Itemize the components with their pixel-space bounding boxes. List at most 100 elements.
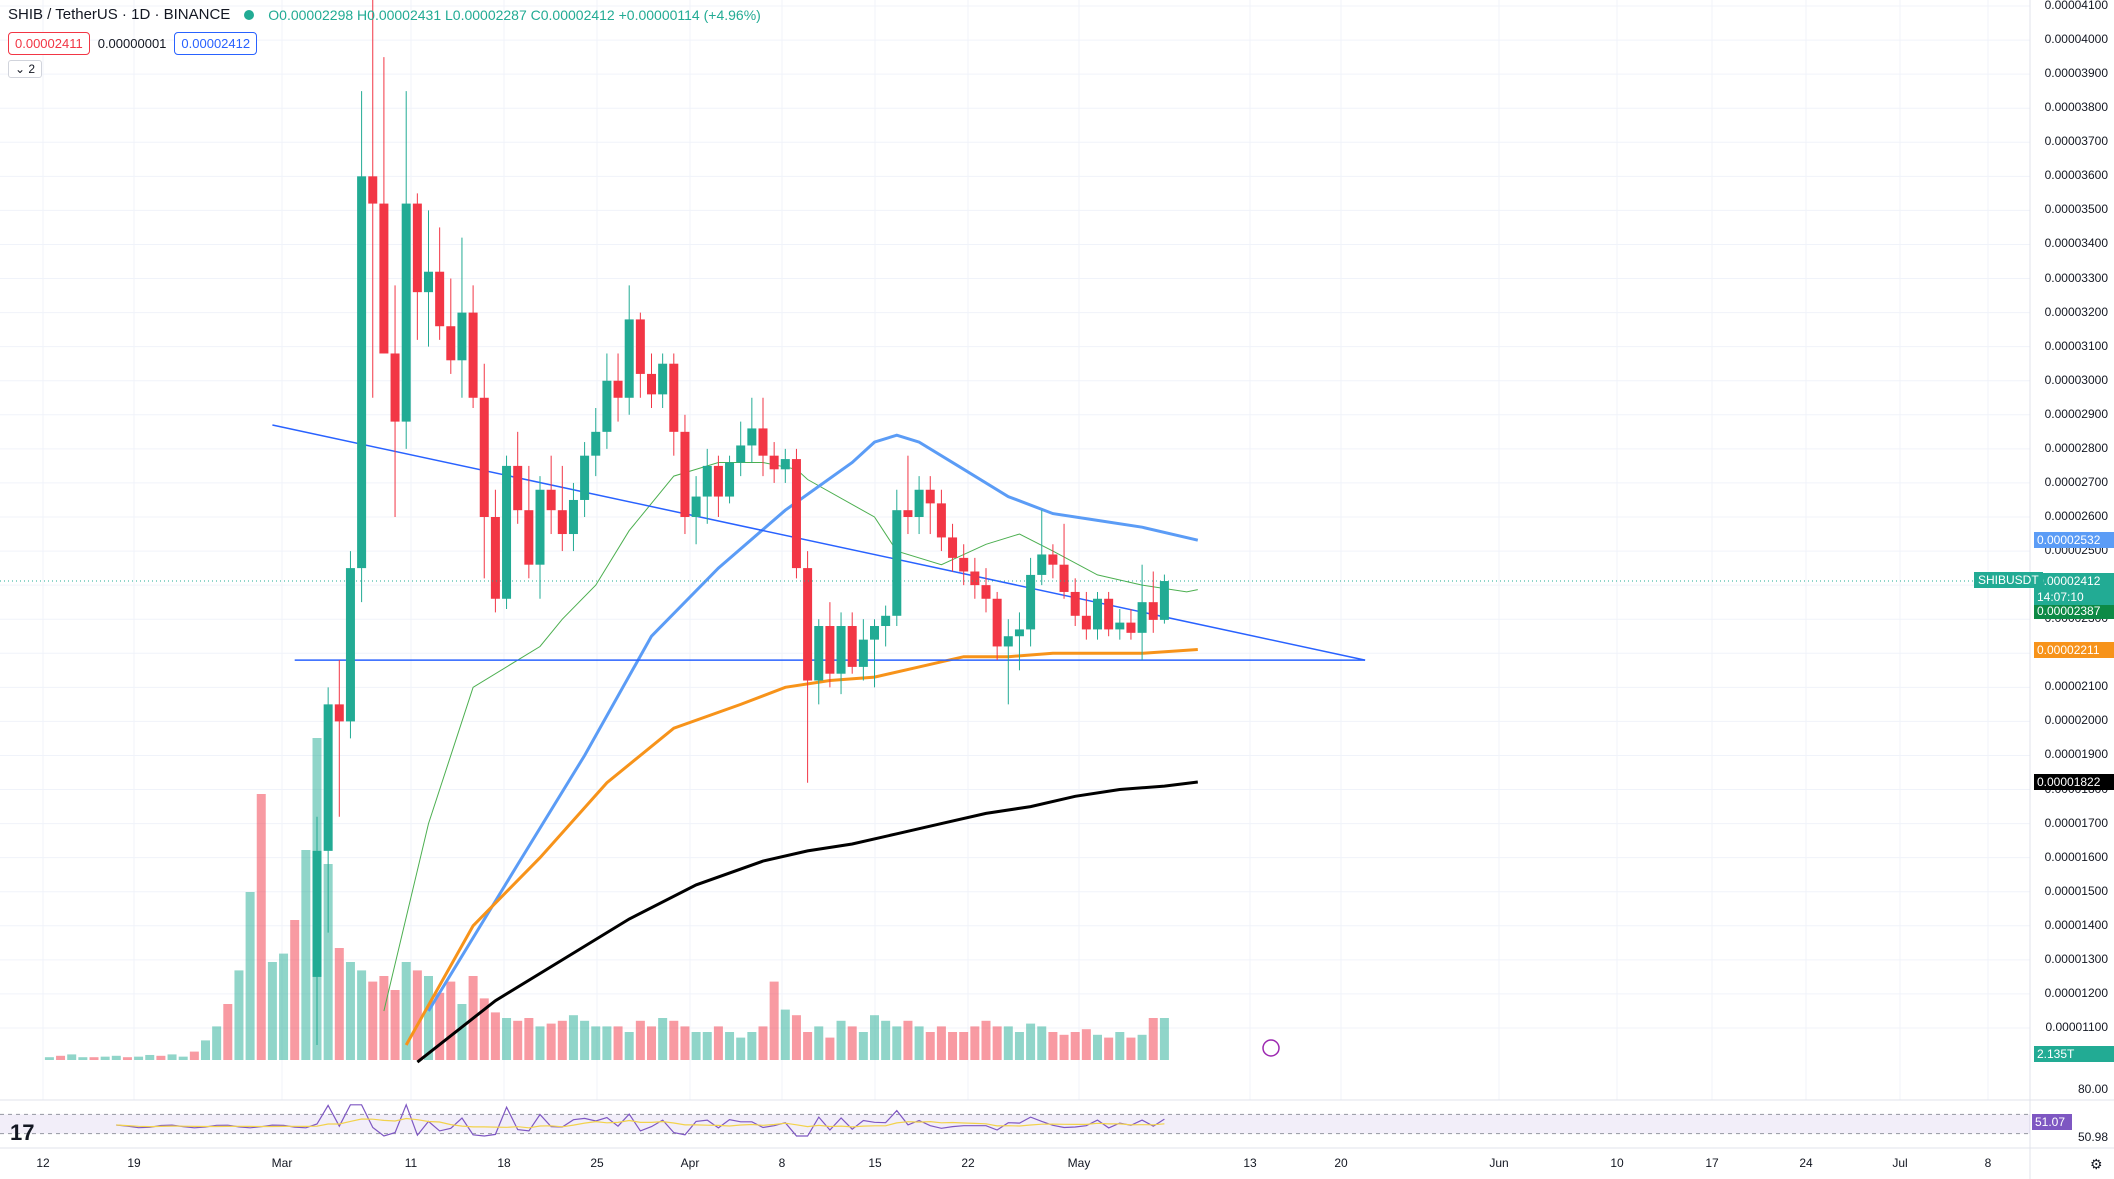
- volume-bar: [513, 1020, 523, 1060]
- volume-bar: [379, 976, 389, 1060]
- volume-bar: [524, 1018, 534, 1060]
- candle: [669, 363, 679, 432]
- candle: [903, 510, 913, 517]
- candle: [390, 353, 400, 422]
- volume-bar: [212, 1026, 222, 1060]
- volume-bar: [390, 990, 400, 1060]
- price-tick-label: 0.00002700: [2044, 474, 2108, 489]
- price-tick-label: 0.00004000: [2044, 32, 2108, 47]
- candle: [424, 271, 433, 293]
- settings-icon[interactable]: ⚙: [2090, 1156, 2103, 1172]
- candle: [334, 704, 344, 722]
- volume-bar: [847, 1026, 857, 1060]
- volume-bar: [502, 1018, 512, 1060]
- candle: [312, 850, 322, 977]
- volume-bar: [1126, 1037, 1136, 1060]
- volume-bar: [814, 1026, 824, 1060]
- candle: [457, 312, 467, 361]
- price-tick-label: 0.00002900: [2044, 406, 2108, 421]
- candle: [936, 503, 946, 538]
- candle: [747, 428, 757, 446]
- price-tick-label: 0.00001500: [2044, 883, 2108, 898]
- volume-bar: [791, 1015, 801, 1060]
- sell-button[interactable]: 0.00002411: [8, 32, 90, 55]
- price-tick-label: 0.00002100: [2044, 679, 2108, 694]
- candle: [858, 639, 868, 667]
- candle: [1059, 564, 1069, 592]
- tradingview-logo-icon: 17: [10, 1120, 34, 1145]
- time-tick-label: 11: [404, 1156, 418, 1170]
- volume-bar: [903, 1020, 913, 1060]
- volume-bar: [1059, 1034, 1069, 1060]
- candle: [736, 445, 746, 463]
- candle: [836, 626, 846, 674]
- candle: [791, 459, 801, 569]
- price-tick-label: 0.00003100: [2044, 338, 2108, 353]
- candle: [814, 626, 824, 681]
- candle: [557, 510, 567, 535]
- volume-bar: [535, 1026, 545, 1060]
- symbol-title[interactable]: SHIB / TetherUS · 1D · BINANCE: [8, 6, 231, 23]
- volume-bar: [959, 1032, 969, 1060]
- volume-bar: [78, 1057, 88, 1060]
- price-tick-label: 0.00003400: [2044, 236, 2108, 251]
- chevron-down-icon: ⌄: [15, 62, 26, 76]
- candle: [1026, 574, 1036, 630]
- volume-bar: [981, 1020, 991, 1060]
- price-tick-label: 0.00003800: [2044, 100, 2108, 115]
- price-tick-label: 0.00001700: [2044, 815, 2108, 830]
- descending-resistance-trendline: [272, 424, 1366, 661]
- volume-bar: [713, 1026, 723, 1060]
- volume-bar: [825, 1037, 835, 1060]
- chart-header: SHIB / TetherUS · 1D · BINANCE O0.000022…: [8, 6, 761, 23]
- volume-bar: [368, 981, 378, 1060]
- candle: [769, 455, 779, 470]
- volume-bar: [167, 1054, 177, 1060]
- volume-bar: [89, 1057, 99, 1060]
- candle: [546, 489, 556, 511]
- price-tick-label: 0.00001400: [2044, 917, 2108, 932]
- rsi-value-tag: 51.07: [2032, 1114, 2072, 1130]
- volume-bar: [546, 1023, 556, 1060]
- time-tick-label: 17: [1705, 1156, 1719, 1170]
- candle: [981, 585, 991, 599]
- price-tick-label: 0.00003700: [2044, 134, 2108, 149]
- candle: [658, 363, 668, 395]
- time-tick-label: Jun: [1489, 1156, 1509, 1170]
- candle: [535, 489, 545, 565]
- price-axis[interactable]: 0.00004100 0.00004000 0.00003900 0.00003800…: [2030, 0, 2114, 1144]
- candle: [1048, 554, 1058, 565]
- candle: [892, 510, 902, 616]
- price-tick-label: 0.00003500: [2044, 202, 2108, 217]
- candle: [412, 203, 422, 293]
- volume-bar: [948, 1032, 958, 1060]
- volume-bar: [591, 1026, 601, 1060]
- volume-bar: [602, 1026, 612, 1060]
- volume-bar: [892, 1026, 902, 1060]
- candle: [568, 499, 578, 535]
- price-tick-label: 0.00003900: [2044, 66, 2108, 81]
- time-tick-label: 18: [497, 1156, 511, 1170]
- time-tick-label: 10: [1610, 1156, 1624, 1170]
- time-tick-label: 12: [36, 1156, 50, 1170]
- time-tick-label: 20: [1334, 1156, 1348, 1170]
- candle: [1137, 602, 1147, 633]
- volume-bar: [613, 1026, 623, 1060]
- volume-bar: [56, 1055, 66, 1060]
- rsi-80-label: 80.00: [2077, 1082, 2108, 1096]
- volume-bar: [691, 1032, 701, 1060]
- candle: [1148, 602, 1158, 620]
- candle: [713, 465, 723, 497]
- indicators-toggle[interactable]: ⌄ 2: [8, 60, 43, 78]
- volume-bar: [769, 981, 779, 1060]
- rsi-ma-line: [116, 1117, 1165, 1129]
- volume-bar: [256, 794, 266, 1060]
- buy-button[interactable]: 0.00002412: [174, 32, 258, 55]
- last-price-tag: 0.00002412: [2034, 573, 2114, 590]
- volume-bar: [658, 1018, 668, 1060]
- volume-bar: [725, 1032, 735, 1060]
- volume-bar: [345, 962, 355, 1060]
- rsi-ma-value-label: 50.98: [2077, 1130, 2108, 1144]
- volume-bar: [1048, 1032, 1058, 1060]
